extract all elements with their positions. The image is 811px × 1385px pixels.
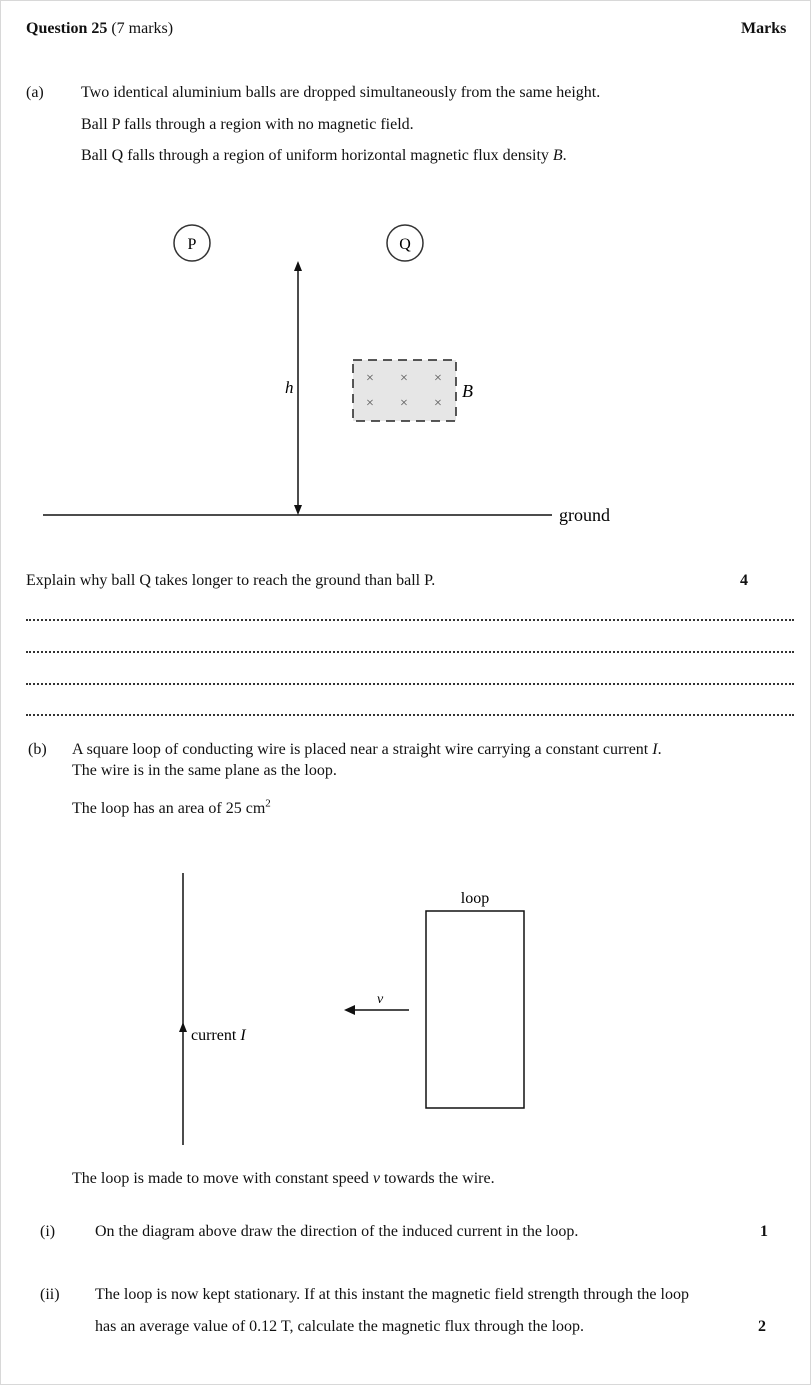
field-cross: × bbox=[400, 371, 408, 386]
part-b-line-1-text: A square loop of conducting wire is plac… bbox=[72, 741, 653, 758]
part-a-line-3: Ball Q falls through a region of uniform… bbox=[81, 147, 567, 165]
height-label: h bbox=[285, 378, 294, 397]
current-arrow-icon bbox=[179, 1022, 187, 1032]
wire-loop-diagram: current I v loop bbox=[179, 873, 525, 1145]
sub-ii-marks: 2 bbox=[758, 1318, 766, 1335]
answer-line[interactable] bbox=[26, 683, 794, 685]
part-a-marks: 4 bbox=[740, 572, 748, 589]
part-a-line-3-text: Ball Q falls through a region of uniform… bbox=[81, 147, 553, 164]
field-cross: × bbox=[366, 371, 374, 386]
current-symbol: I bbox=[652, 741, 658, 758]
ball-p-label: P bbox=[188, 236, 197, 253]
motion-text: The loop is made to move with constant s… bbox=[72, 1170, 495, 1188]
question-marks: (7 marks) bbox=[111, 20, 174, 37]
part-a-line-2: Ball P falls through a region with no ma… bbox=[81, 116, 414, 133]
current-label: current I bbox=[191, 1027, 246, 1044]
part-a-label: (a) bbox=[26, 84, 44, 101]
part-b-label: (b) bbox=[28, 741, 47, 758]
field-cross: × bbox=[366, 396, 374, 411]
area-unit-exponent: 2 bbox=[265, 797, 271, 810]
flux-symbol: B bbox=[552, 147, 563, 164]
ball-q: Q bbox=[386, 224, 424, 262]
field-cross: × bbox=[434, 371, 442, 386]
ball-q-label: Q bbox=[399, 236, 411, 253]
loop-area-value: The loop has an area of 25 cm bbox=[72, 800, 266, 817]
sub-ii-line-2: has an average value of 0.12 T, calculat… bbox=[95, 1318, 585, 1335]
motion-text-start: The loop is made to move with constant s… bbox=[72, 1170, 373, 1187]
answer-line[interactable] bbox=[26, 651, 794, 653]
field-cross: × bbox=[400, 396, 408, 411]
part-a-line-3-end: . bbox=[562, 147, 567, 164]
velocity-label: v bbox=[377, 992, 384, 1007]
ball-p: P bbox=[173, 224, 211, 262]
sub-i-label: (i) bbox=[40, 1223, 56, 1240]
question-heading: Question 25 (7 marks) bbox=[26, 20, 173, 38]
part-a-question: Explain why ball Q takes longer to reach… bbox=[26, 572, 436, 589]
answer-line[interactable] bbox=[26, 619, 794, 621]
field-label: B bbox=[462, 381, 473, 401]
velocity-arrow bbox=[344, 1005, 409, 1015]
answer-line[interactable] bbox=[26, 714, 794, 716]
motion-text-end: towards the wire. bbox=[379, 1170, 495, 1187]
magnetic-field-region: × × × × × × bbox=[352, 359, 457, 422]
sub-ii-label: (ii) bbox=[40, 1286, 60, 1303]
question-label: Question 25 bbox=[26, 20, 108, 37]
falling-balls-diagram: P Q h × × × × × × B ground bbox=[43, 224, 610, 525]
loop-label: loop bbox=[461, 890, 489, 907]
field-cross: × bbox=[434, 396, 442, 411]
speed-symbol: v bbox=[372, 1170, 380, 1187]
sub-i-marks: 1 bbox=[760, 1223, 768, 1240]
height-arrow bbox=[294, 261, 302, 515]
marks-heading: Marks bbox=[741, 20, 787, 37]
part-b-line-1: A square loop of conducting wire is plac… bbox=[72, 741, 662, 759]
part-a-line-1: Two identical aluminium balls are droppe… bbox=[81, 84, 601, 101]
part-b-line-2: The wire is in the same plane as the loo… bbox=[72, 762, 337, 779]
conducting-loop[interactable] bbox=[425, 910, 525, 1109]
ground-label: ground bbox=[559, 505, 610, 525]
sub-i-text: On the diagram above draw the direction … bbox=[95, 1223, 579, 1240]
sub-ii-line-1: The loop is now kept stationary. If at t… bbox=[95, 1286, 689, 1303]
part-b-line-1-end: . bbox=[657, 741, 662, 758]
loop-area-text: The loop has an area of 25 cm2 bbox=[72, 797, 271, 818]
